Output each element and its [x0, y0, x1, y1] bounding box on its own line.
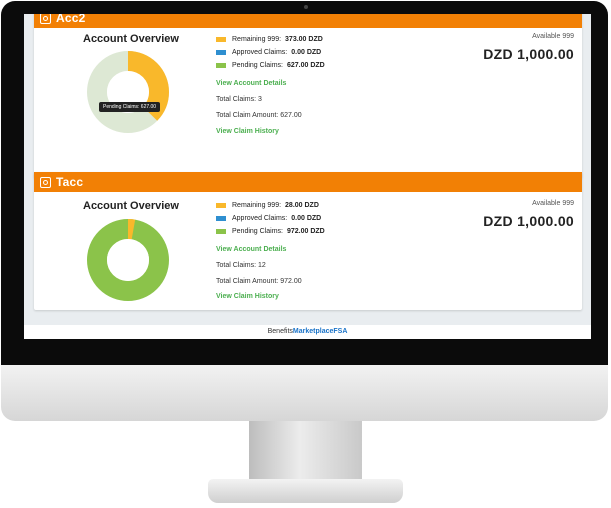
legend-pending: Pending Claims: 627.00 DZD [216, 59, 325, 72]
legend-label: Approved Claims: [232, 215, 288, 222]
brand-prefix: Benefits [267, 328, 293, 335]
legend-value: 972.00 DZD [286, 228, 325, 235]
overview-title: Account Overview [83, 200, 179, 212]
legend-approved: Approved Claims: 0.00 DZD [216, 46, 325, 59]
legend-value: 0.00 DZD [291, 215, 322, 222]
monitor-stand [249, 421, 362, 483]
account-name: Tacc [56, 175, 84, 189]
donut-remaining-segment[interactable] [87, 219, 169, 301]
overview-title: Account Overview [83, 33, 179, 45]
brand-suffix: FSA [333, 328, 348, 335]
brand-highlight: Marketplace [292, 328, 334, 335]
monitor-bezel: Acc2 Account Overview Pending Claims: 62… [1, 1, 608, 365]
camera-icon [304, 5, 308, 9]
legend-swatch [216, 216, 226, 221]
monitor-chin [1, 365, 608, 421]
card-header: Tacc [34, 172, 582, 192]
legend: Remaining 999: 373.00 DZD Approved Claim… [216, 33, 325, 72]
legend-swatch [216, 37, 226, 42]
account-card-tacc: Tacc Account Overview Remaining 999: 28.… [34, 172, 582, 310]
view-claim-history-link[interactable]: View Claim History [216, 128, 279, 135]
account-icon [40, 176, 51, 188]
legend-swatch [216, 203, 226, 208]
total-claim-amount: Total Claim Amount: 627.00 [216, 112, 302, 119]
chart-tooltip: Pending Claims: 627.00 [99, 102, 161, 112]
account-donut-chart [87, 219, 169, 301]
total-claims: Total Claims: 3 [216, 96, 262, 103]
account-card-acc2: Acc2 Account Overview Pending Claims: 62… [34, 14, 582, 178]
legend-label: Approved Claims: [232, 49, 288, 56]
legend-value: 28.00 DZD [285, 202, 319, 209]
total-claim-amount: Total Claim Amount: 972.00 [216, 278, 302, 285]
legend-swatch [216, 229, 226, 234]
total-claims: Total Claims: 12 [216, 262, 266, 269]
screen: Acc2 Account Overview Pending Claims: 62… [24, 14, 591, 339]
legend-label: Remaining 999: [232, 202, 282, 209]
view-account-details-link[interactable]: View Account Details [216, 246, 287, 253]
legend-value: 0.00 DZD [291, 49, 322, 56]
card-header: Acc2 [34, 14, 582, 28]
account-name: Acc2 [56, 14, 86, 25]
account-donut-chart [87, 51, 169, 133]
donut-hole [107, 239, 149, 281]
legend-approved: Approved Claims: 0.00 DZD [216, 212, 325, 225]
footer-brand: BenefitsMarketplaceFSA [24, 325, 591, 339]
view-account-details-link[interactable]: View Account Details [216, 80, 287, 87]
available-label: Available 999 [532, 33, 574, 40]
legend-value: 373.00 DZD [285, 36, 323, 43]
legend-remaining: Remaining 999: 28.00 DZD [216, 199, 325, 212]
available-label: Available 999 [532, 200, 574, 207]
legend-label: Pending Claims: [232, 62, 283, 69]
legend-remaining: Remaining 999: 373.00 DZD [216, 33, 325, 46]
account-icon [40, 14, 51, 24]
donut-remaining-segment[interactable] [87, 51, 169, 133]
legend: Remaining 999: 28.00 DZD Approved Claims… [216, 199, 325, 238]
legend-swatch [216, 63, 226, 68]
legend-label: Pending Claims: [232, 228, 283, 235]
available-amount: DZD 1,000.00 [483, 213, 574, 229]
monitor-base [208, 479, 403, 503]
legend-value: 627.00 DZD [286, 62, 325, 69]
legend-pending: Pending Claims: 972.00 DZD [216, 225, 325, 238]
available-amount: DZD 1,000.00 [483, 46, 574, 62]
legend-swatch [216, 50, 226, 55]
view-claim-history-link[interactable]: View Claim History [216, 293, 279, 300]
legend-label: Remaining 999: [232, 36, 282, 43]
